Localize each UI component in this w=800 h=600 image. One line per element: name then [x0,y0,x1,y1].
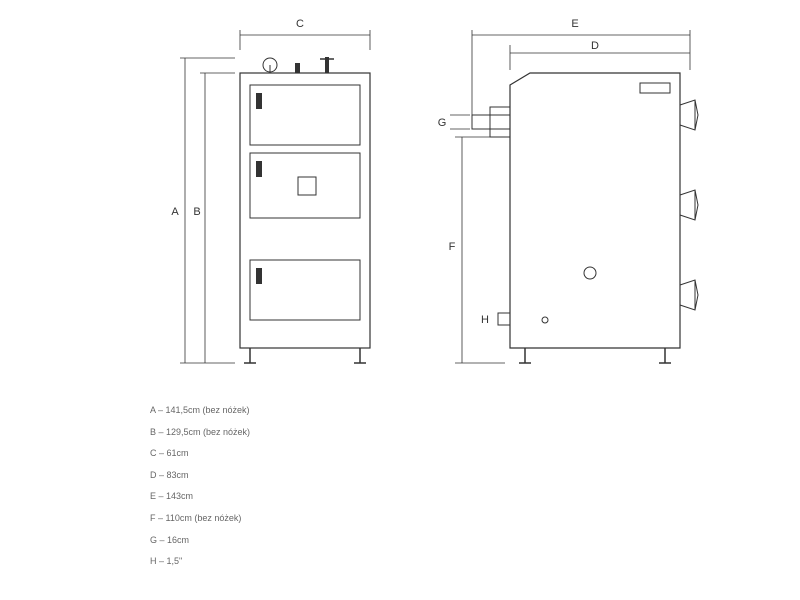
technical-diagram: C [150,15,710,385]
legend-item: B – 129,5cm (bez nóżek) [150,422,250,444]
legend-item: G – 16cm [150,530,250,552]
front-view: C [171,18,370,363]
legend-item: H – 1,5" [150,551,250,573]
dimensions-legend: A – 141,5cm (bez nóżek) B – 129,5cm (bez… [150,400,250,573]
hinge-bottom [680,280,698,310]
dim-label-f: F [449,241,456,253]
hinge-middle [680,190,698,220]
dim-label-c: C [296,18,304,30]
dim-label-d: D [591,40,599,52]
legend-item: C – 61cm [150,443,250,465]
legend-item: F – 110cm (bez nóżek) [150,508,250,530]
hinge-top [680,100,698,130]
legend-item: A – 141,5cm (bez nóżek) [150,400,250,422]
dim-label-g: G [438,117,447,129]
side-view: E D G H [438,18,698,363]
dim-label-h: H [481,314,489,326]
dim-label-e: E [571,18,578,30]
legend-item: D – 83cm [150,465,250,487]
dim-label-b: B [193,206,200,218]
dim-label-a: A [171,206,179,218]
legend-item: E – 143cm [150,486,250,508]
